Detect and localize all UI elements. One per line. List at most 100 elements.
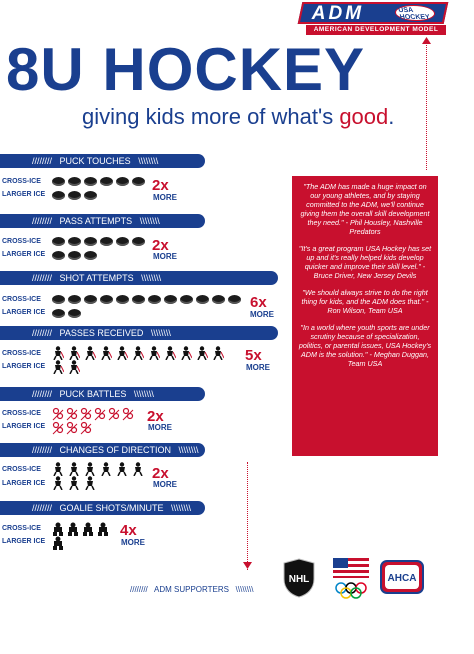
cross-ice-label: CROSS-ICE [2,238,41,245]
logo-subtitle: AMERICAN DEVELOPMENT MODEL [306,25,446,35]
puck-icon [84,177,97,186]
section-bar-shot-attempts: //////// SHOT ATTEMPTS \\\\\\\\ [0,271,278,285]
goalie-icon [53,536,63,550]
quote: "We should always strive to do the right… [298,288,432,315]
subtitle-end: . [388,104,395,129]
quote: "It's a great program USA Hockey has set… [298,244,432,280]
hockey-player-icon [101,346,112,360]
skater-icon [117,462,127,476]
larger-ice-label: LARGER ICE [2,363,46,370]
cross-ice-label: CROSS-ICE [2,525,41,532]
usa-olympic-logo [333,558,369,599]
puck-icon [164,295,177,304]
puck-battle-icon [108,407,120,421]
puck-battle-icon [80,407,92,421]
puck-icon [100,177,113,186]
puck-icon [100,295,113,304]
cross-ice-label: CROSS-ICE [2,296,41,303]
puck-battle-icon [80,421,92,435]
skater-icon [85,476,95,490]
page-subtitle: giving kids more of what's good. [82,104,394,130]
cross-ice-label: CROSS-ICE [2,178,41,185]
hockey-player-icon [181,346,192,360]
puck-icon [132,177,145,186]
goalie-icon [53,522,63,536]
page-title: 8U HOCKEY [6,36,366,103]
skater-icon [69,476,79,490]
badge-text: USA HOCKEY [397,7,431,21]
multiplier: 2x [152,465,169,482]
puck-icon [116,237,129,246]
larger-ice-label: LARGER ICE [2,309,46,316]
quote-text: "We should always strive to do the right… [301,288,428,306]
more-label: MORE [153,252,177,261]
skater-icon [69,462,79,476]
quote: "In a world where youth sports are under… [298,323,432,368]
puck-battle-icon [66,407,78,421]
quote-text: "It's a great program USA Hockey has set… [298,244,432,271]
section-bar-changes-of-direction: //////// CHANGES OF DIRECTION \\\\\\\\ [0,443,205,457]
puck-battle-icon [94,407,106,421]
puck-icon [68,251,81,260]
quotes-box: "The ADM has made a huge impact on our y… [292,176,438,456]
multiplier: 6x [250,294,267,311]
section-bar-goalie-shots: //////// GOALIE SHOTS/MINUTE \\\\\\\\ [0,501,205,515]
supporters-text: ADM SUPPORTERS [154,585,229,594]
hockey-player-icon [213,346,224,360]
quote-author: - Phil Housley, Nashville Predators [343,218,423,236]
quote: "The ADM has made a huge impact on our y… [298,182,432,236]
quote-author: - Meghan Duggan, Team USA [347,350,429,368]
quote-text: "The ADM has made a huge impact on our y… [300,182,430,227]
dotted-connector [247,462,248,570]
skater-icon [133,462,143,476]
ahca-logo-text: AHCA [388,573,417,584]
puck-battle-icon [66,421,78,435]
subtitle-highlight: good [339,104,389,129]
more-label: MORE [250,310,274,319]
cross-ice-label: CROSS-ICE [2,410,41,417]
section-bar-pass-attempts: //////// PASS ATTEMPTS \\\\\\\\ [0,214,205,228]
puck-icon [84,237,97,246]
hockey-player-icon [69,346,80,360]
larger-ice-label: LARGER ICE [2,423,46,430]
puck-icon [68,309,81,318]
more-label: MORE [148,423,172,432]
hockey-player-icon [85,346,96,360]
puck-icon [148,295,161,304]
hockey-player-icon [53,346,64,360]
puck-battle-icon [52,421,64,435]
section-title: //////// GOALIE SHOTS/MINUTE \\\\\\\\ [32,503,192,513]
puck-icon [196,295,209,304]
puck-icon [52,237,65,246]
hockey-player-icon [69,360,80,374]
puck-battle-icon [52,407,64,421]
puck-icon [212,295,225,304]
goalie-icon [68,522,78,536]
larger-ice-label: LARGER ICE [2,480,46,487]
skater-icon [85,462,95,476]
more-label: MORE [153,480,177,489]
larger-ice-label: LARGER ICE [2,191,46,198]
larger-ice-label: LARGER ICE [2,251,46,258]
puck-icon [116,177,129,186]
multiplier: 4x [120,522,137,539]
nhl-logo: NHL [283,558,315,598]
hockey-player-icon [117,346,128,360]
supporters-label: //////// ADM SUPPORTERS \\\\\\\\ [130,585,254,594]
section-title: //////// PASSES RECEIVED \\\\\\\\ [32,328,171,338]
dotted-connector [426,40,427,170]
skater-icon [101,462,111,476]
hockey-player-icon [53,360,64,374]
quote-text: "In a world where youth sports are under… [298,323,432,359]
puck-icon [52,309,65,318]
more-label: MORE [246,363,270,372]
puck-icon [68,177,81,186]
goalie-icon [83,522,93,536]
hockey-player-icon [165,346,176,360]
puck-icon [100,237,113,246]
puck-icon [84,191,97,200]
subtitle-main: giving kids more of what's [82,104,340,129]
section-title: //////// PUCK BATTLES \\\\\\\\ [32,389,154,399]
puck-icon [132,295,145,304]
puck-icon [84,251,97,260]
